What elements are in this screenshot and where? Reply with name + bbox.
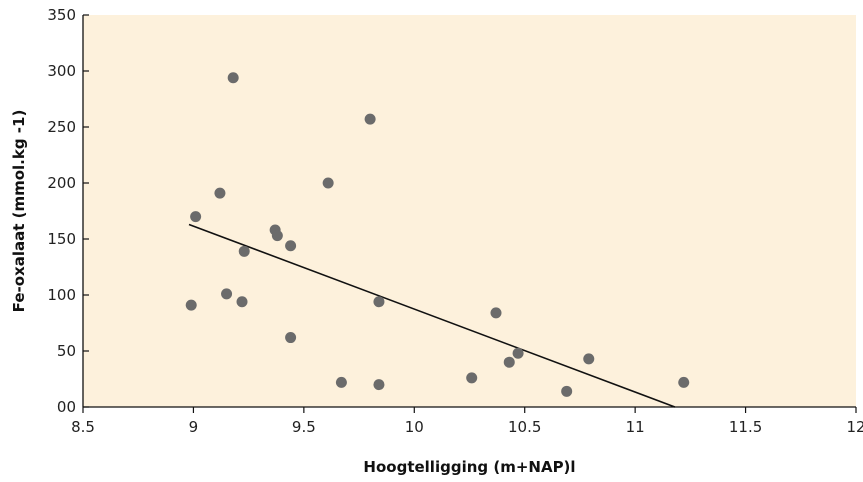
data-point [236, 296, 248, 308]
data-point [512, 347, 524, 359]
data-point [322, 177, 334, 189]
x-tick-label: 11.5 [729, 418, 762, 436]
x-tick-label: 9.5 [292, 418, 316, 436]
x-axis-title: Hoogtelligging (m+NAP)l [363, 458, 575, 476]
data-point [227, 72, 239, 84]
plot-background [83, 15, 856, 407]
data-point [238, 245, 250, 257]
y-tick-label: 250 [47, 118, 76, 136]
x-tick-label: 12 [846, 418, 863, 436]
data-point [503, 356, 515, 368]
x-tick-label: 11 [626, 418, 645, 436]
x-tick-label: 10 [405, 418, 424, 436]
x-tick-label: 10.5 [508, 418, 541, 436]
data-point [490, 307, 502, 319]
y-tick-label: 100 [47, 286, 76, 304]
data-point [214, 187, 226, 199]
y-tick-label: 200 [47, 174, 76, 192]
y-tick-label: 150 [47, 230, 76, 248]
data-point [271, 230, 283, 242]
data-point [466, 372, 478, 384]
y-tick-label: 00 [57, 398, 76, 416]
data-point [335, 376, 347, 388]
data-point [221, 288, 233, 300]
data-point [373, 296, 385, 308]
y-tick-label: 300 [47, 62, 76, 80]
data-point [583, 353, 595, 365]
y-axis-title: Fe-oxalaat (mmol.kg -1) [10, 110, 28, 313]
data-point [364, 113, 376, 125]
data-point [190, 211, 202, 223]
data-point [561, 385, 573, 397]
trend-line [188, 223, 676, 408]
x-tick-label: 8.5 [71, 418, 95, 436]
data-point [678, 376, 690, 388]
y-tick-label: 50 [57, 342, 76, 360]
data-point [285, 332, 297, 344]
data-point [185, 299, 197, 311]
data-point [373, 379, 385, 391]
y-tick-label: 350 [47, 6, 76, 24]
data-point [285, 240, 297, 252]
x-tick-label: 9 [189, 418, 199, 436]
